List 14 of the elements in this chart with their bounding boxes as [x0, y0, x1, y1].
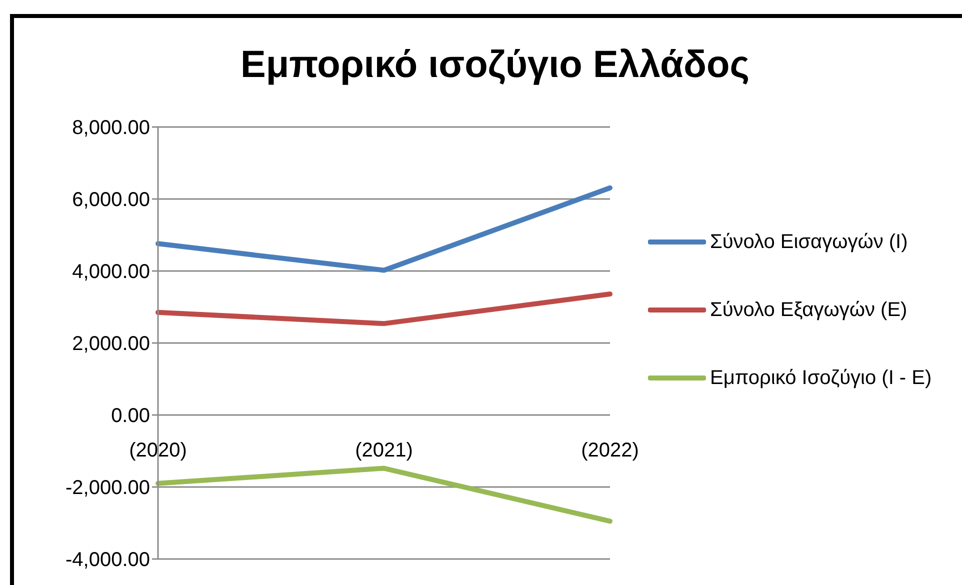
chart-title: Εμπορικό ισοζύγιο Ελλάδος [240, 44, 750, 87]
y-tick-label: 8,000.00 [72, 117, 150, 140]
x-tick-label: (2022) [581, 440, 639, 462]
x-tick-label: (2020) [129, 440, 187, 462]
legend-label: Εμπορικό Ισοζύγιο (Ι - Ε) [710, 366, 932, 391]
x-tick-label: (2021) [355, 440, 413, 462]
y-tick-label: 2,000.00 [72, 333, 150, 356]
legend-label: Σύνολο Εισαγωγών (Ι) [710, 230, 908, 255]
y-tick-label: 0.00 [111, 405, 150, 428]
legend-label: Σύνολο Εξαγωγών (Ε) [710, 298, 908, 323]
y-tick-label: -2,000.00 [65, 477, 150, 500]
y-tick-label: 6,000.00 [72, 189, 150, 212]
y-tick-label: -4,000.00 [65, 549, 150, 572]
y-tick-label: 4,000.00 [72, 261, 150, 284]
